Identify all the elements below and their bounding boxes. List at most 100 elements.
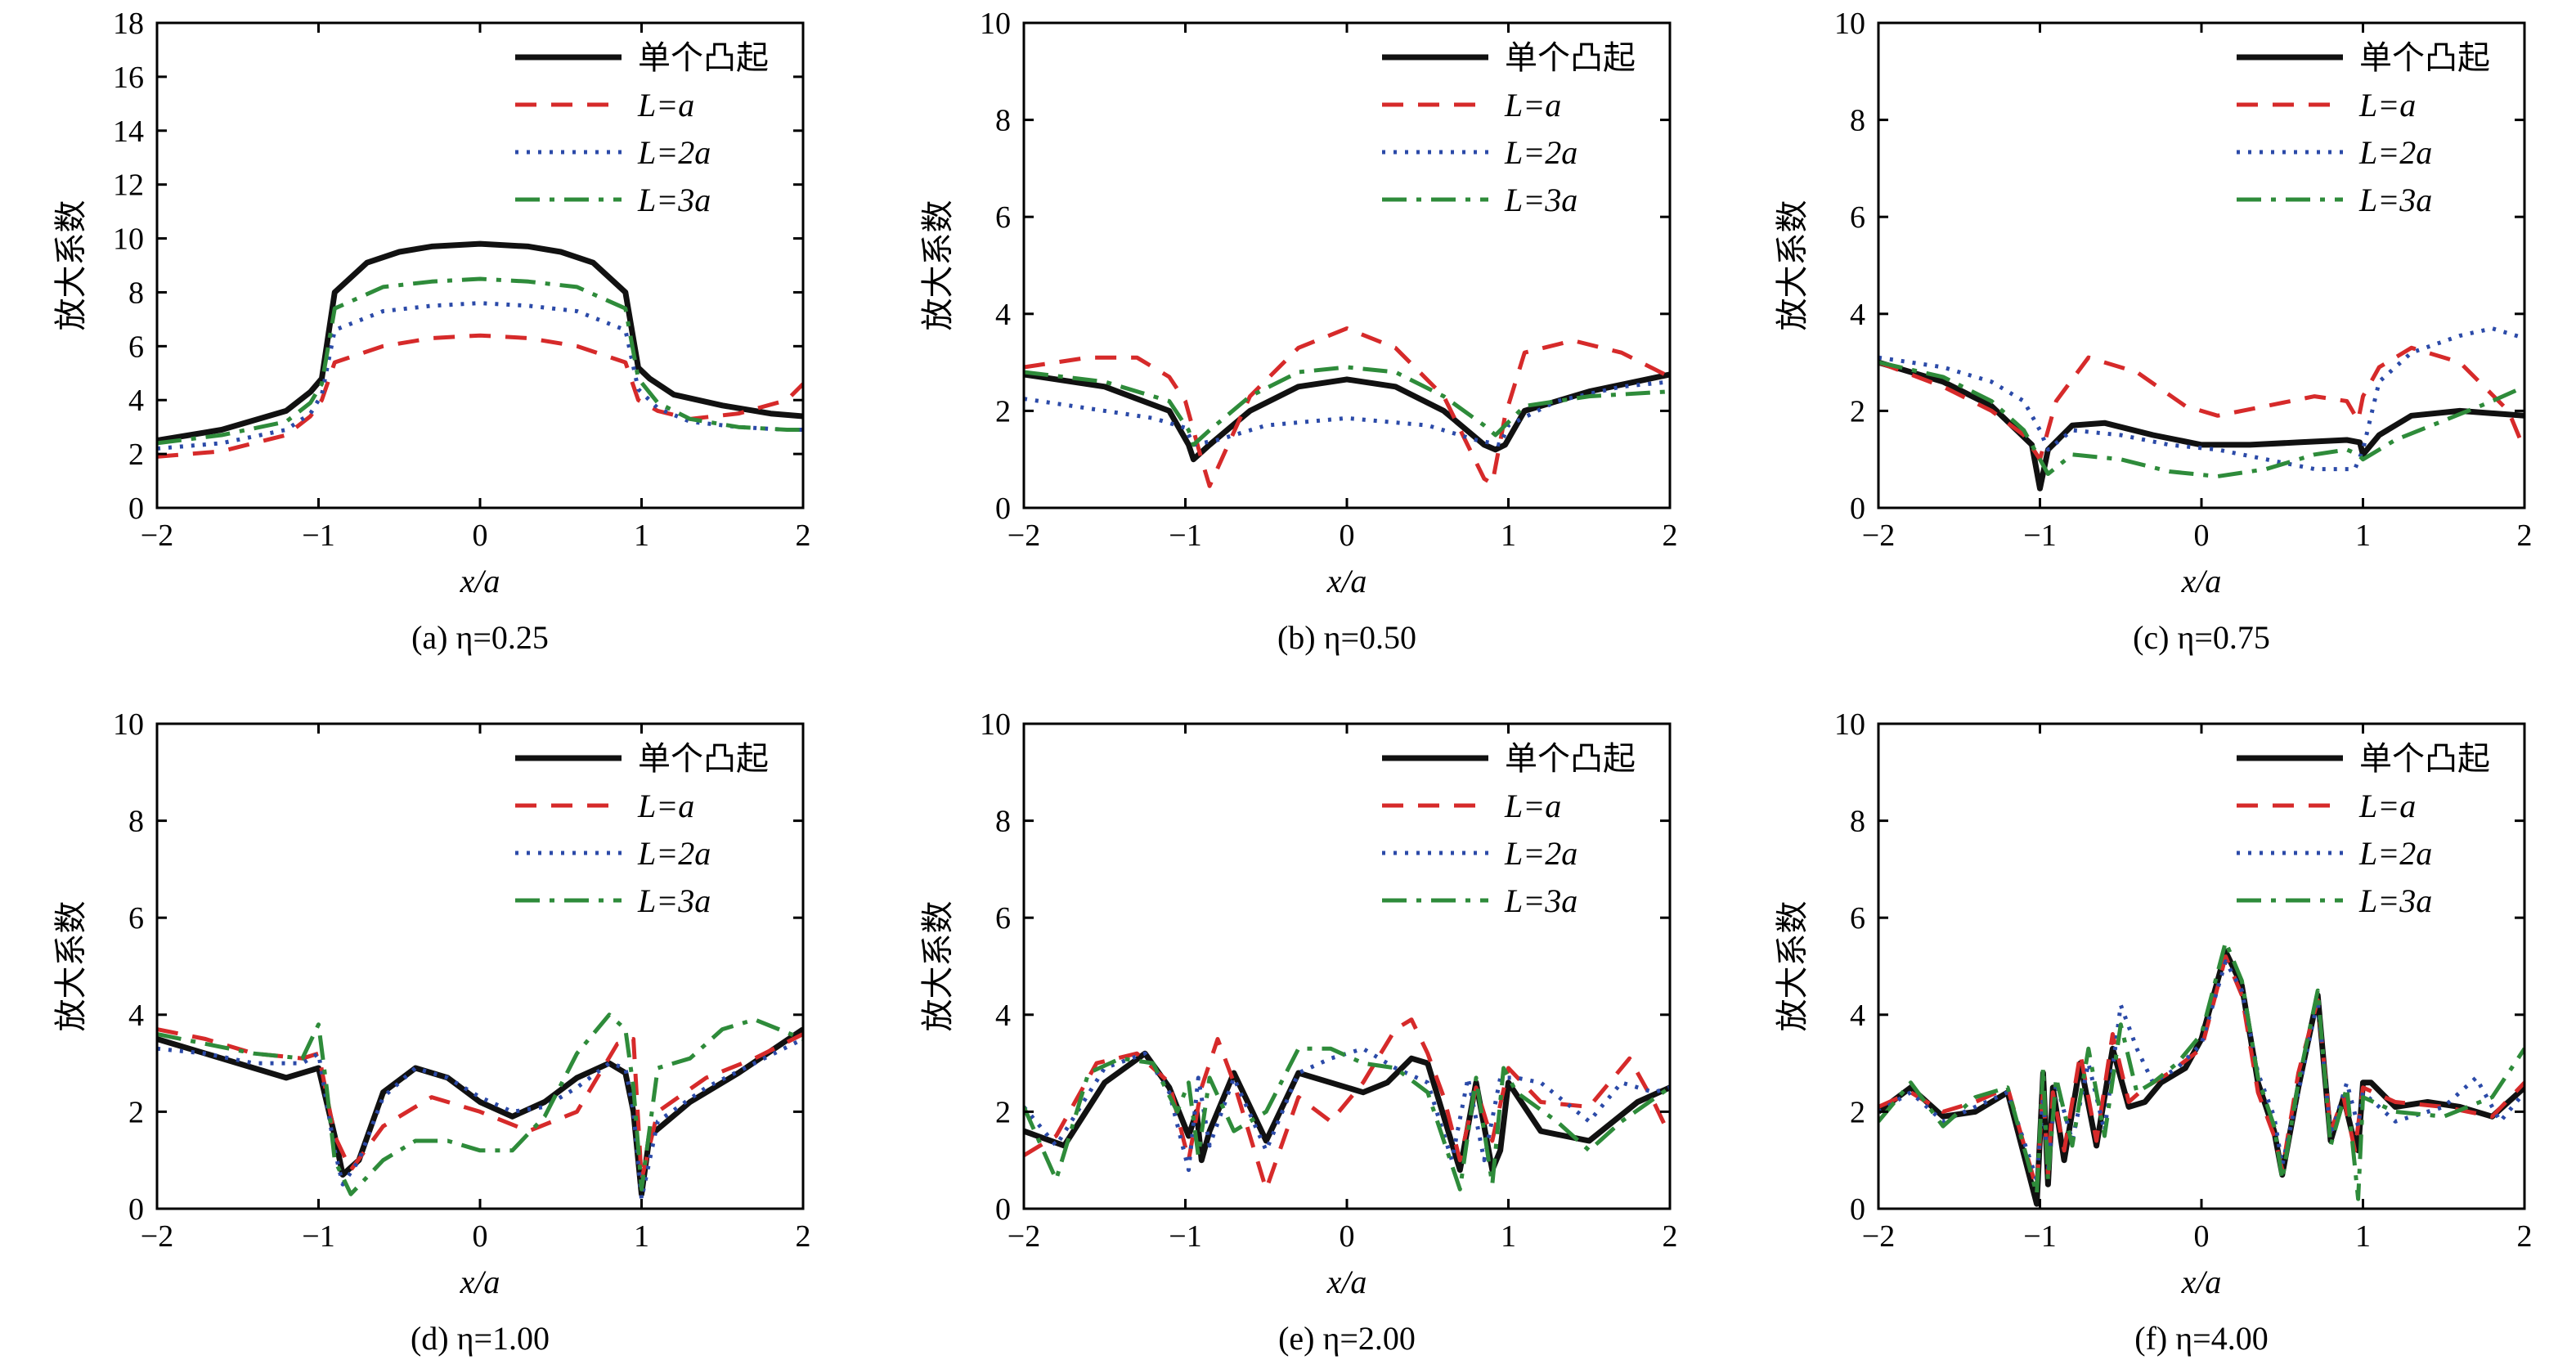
- series-line-4: [157, 1012, 803, 1196]
- x-tick-label: −2: [1862, 518, 1895, 553]
- y-tick-label: 4: [995, 999, 1011, 1033]
- y-axis-label: 放大系数: [52, 901, 89, 1032]
- series-group: [1878, 940, 2524, 1207]
- plot-frame: [1877, 21, 2526, 509]
- series-line-2: [157, 333, 803, 459]
- x-tick-label: −1: [1169, 1219, 1201, 1254]
- y-tick-label: 2: [1850, 1095, 1865, 1129]
- y-tick-label: 2: [995, 394, 1011, 429]
- series-line-4: [157, 276, 803, 446]
- plot-frame: [155, 21, 805, 509]
- x-tick-label: 1: [2355, 518, 2371, 553]
- y-tick-label: 6: [128, 330, 144, 364]
- y-tick-label: 6: [995, 200, 1011, 235]
- y-tick-label: 4: [128, 384, 144, 418]
- series-line-2: [1024, 1017, 1670, 1192]
- x-tick-label: 2: [796, 1219, 811, 1254]
- series-line-1: [157, 240, 803, 444]
- series-group: [157, 1012, 803, 1201]
- legend-label-3: L=2a: [637, 134, 711, 171]
- y-tick-label: 0: [128, 491, 144, 526]
- x-tick-label: 1: [1501, 1219, 1516, 1254]
- legend-label-3: L=2a: [2358, 134, 2432, 171]
- series-line-1: [1024, 371, 1670, 463]
- y-axis-label: 放大系数: [1774, 901, 1811, 1032]
- series-line-4: [1024, 1046, 1670, 1192]
- series-line-3: [1024, 1046, 1670, 1173]
- x-tick-label: −2: [1008, 1219, 1040, 1254]
- x-tick-label: −1: [1169, 518, 1201, 553]
- y-tick-label: 8: [995, 805, 1011, 839]
- x-tick-label: −1: [2023, 1219, 2056, 1254]
- series-group: [1878, 326, 2524, 491]
- legend-label-2: L=a: [1504, 788, 1561, 824]
- legend-label-1: 单个凸起: [638, 740, 769, 777]
- legend-label-2: L=a: [637, 788, 694, 824]
- legend-label-4: L=3a: [2358, 182, 2432, 218]
- y-tick-label: 6: [1850, 901, 1865, 936]
- y-tick-label: 0: [1850, 1192, 1865, 1227]
- y-tick-label: 8: [1850, 104, 1865, 138]
- x-tick-label: 0: [1340, 518, 1355, 553]
- y-tick-label: 2: [995, 1095, 1011, 1129]
- plot-frame: [155, 722, 805, 1210]
- y-tick-label: 6: [995, 901, 1011, 936]
- x-tick-label: 0: [2194, 1219, 2210, 1254]
- panel-caption: (d) η=1.00: [411, 1320, 550, 1357]
- series-group: [1024, 326, 1670, 488]
- x-tick-label: −1: [302, 518, 334, 553]
- x-axis-label: x/a: [2181, 563, 2222, 599]
- x-tick-label: 2: [2517, 1219, 2533, 1254]
- series-line-1: [1878, 359, 2524, 491]
- panel-caption: (c) η=0.75: [2133, 619, 2270, 656]
- series-line-1: [1878, 949, 2524, 1207]
- y-tick-label: 0: [1850, 491, 1865, 526]
- y-tick-label: 4: [995, 298, 1011, 332]
- x-axis-label: x/a: [1326, 1263, 1367, 1300]
- y-axis-label: 放大系数: [1774, 200, 1811, 331]
- y-tick-label: 4: [128, 999, 144, 1033]
- x-axis-label: x/a: [460, 1263, 500, 1300]
- y-tick-label: 14: [113, 114, 144, 149]
- panel-caption: (e) η=2.00: [1278, 1320, 1416, 1357]
- y-tick-label: 2: [128, 438, 144, 472]
- legend-label-1: 单个凸起: [1505, 39, 1636, 76]
- y-tick-label: 10: [980, 707, 1011, 742]
- panel-c: −2 −1 0 1 2 0 2 4 6 8 10 x/a 放大系数 (c) η=0.75 单个凸起 L=a L=…: [1774, 7, 2533, 656]
- x-tick-label: −1: [2023, 518, 2056, 553]
- panel-d: −2 −1 0 1 2 0 2 4 6 8 10 x/a 放大系数 (d) η=1.00 单个凸起 L=a L=…: [52, 707, 811, 1357]
- x-tick-label: 0: [2194, 518, 2210, 553]
- y-tick-label: 10: [980, 7, 1011, 41]
- x-tick-label: 0: [473, 1219, 488, 1254]
- panel-caption: (b) η=0.50: [1277, 619, 1416, 656]
- y-tick-label: 0: [995, 491, 1011, 526]
- legend-label-4: L=3a: [637, 882, 711, 919]
- y-tick-label: 0: [995, 1192, 1011, 1227]
- legend-label-3: L=2a: [637, 835, 711, 872]
- legend-label-2: L=a: [1504, 87, 1561, 123]
- y-tick-label: 8: [995, 104, 1011, 138]
- x-tick-label: 2: [1663, 518, 1678, 553]
- x-tick-label: −2: [1008, 518, 1040, 553]
- x-tick-label: 1: [634, 1219, 649, 1254]
- y-tick-label: 8: [1850, 805, 1865, 839]
- x-axis-label: x/a: [1326, 563, 1367, 599]
- y-axis-label: 放大系数: [919, 200, 956, 331]
- series-line-2: [1024, 326, 1670, 488]
- y-tick-label: 4: [1850, 298, 1865, 332]
- x-tick-label: 1: [634, 518, 649, 553]
- legend-label-1: 单个凸起: [2359, 39, 2490, 76]
- legend-label-2: L=a: [637, 87, 694, 123]
- y-tick-label: 8: [128, 276, 144, 310]
- plot-frame: [1877, 722, 2526, 1210]
- y-tick-label: 2: [128, 1095, 144, 1129]
- series-line-2: [1878, 345, 2524, 462]
- legend-label-2: L=a: [2358, 87, 2416, 123]
- panel-b: −2 −1 0 1 2 0 2 4 6 8 10 x/a 放大系数 (b) η=0.50 单个凸起 L=a L=…: [919, 7, 1678, 656]
- y-tick-label: 4: [1850, 999, 1865, 1033]
- y-axis-label: 放大系数: [52, 200, 89, 331]
- series-line-4: [1878, 940, 2524, 1201]
- x-tick-label: 1: [2355, 1219, 2371, 1254]
